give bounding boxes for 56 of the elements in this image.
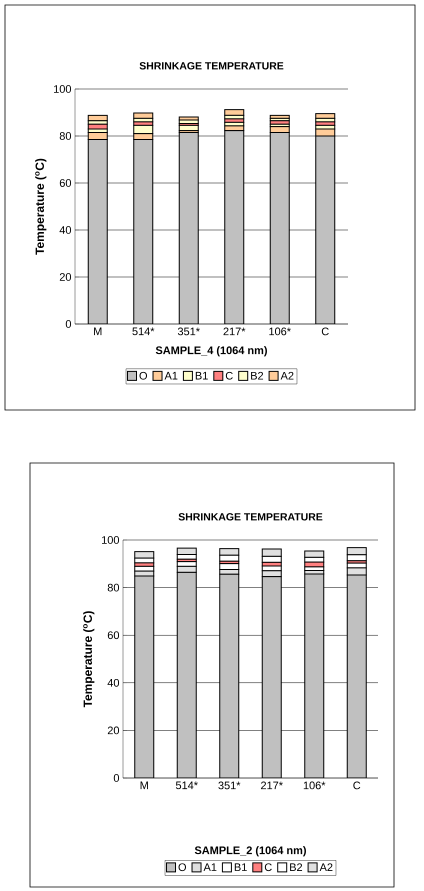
x-tick-label: 514*	[132, 328, 154, 336]
legend-label: C	[264, 863, 272, 872]
legend-label: A1	[164, 372, 178, 380]
x-tick-label: M	[94, 328, 102, 336]
bar	[219, 574, 240, 778]
bar	[88, 139, 108, 324]
x-tick-label: 106*	[269, 328, 291, 336]
legend-label: B2	[290, 863, 302, 871]
x-tick-label: 217*	[224, 328, 246, 336]
x-tick-label: C	[353, 782, 360, 790]
chart-title: SHRINKAGE TEMPERATURE	[178, 513, 322, 521]
y-tick-label: 20	[108, 726, 120, 734]
bar	[134, 551, 154, 559]
bar	[133, 139, 154, 324]
bar	[304, 574, 324, 778]
x-tick-label: 351*	[178, 328, 200, 336]
y-tick-label: 100	[102, 536, 120, 544]
y-tick-label: 80	[60, 132, 72, 140]
x-tick-label: C	[322, 328, 329, 336]
y-tick-label: 0	[66, 320, 72, 328]
x-axis-title: SAMPLE_4 (1064 nm)	[156, 346, 267, 356]
y-axis-title: Temperature ($^{o}$C)	[35, 158, 46, 255]
bar	[262, 576, 282, 778]
x-axis-title: SAMPLE_2 (1064 nm)	[194, 846, 306, 856]
chart-title: SHRINKAGE TEMPERATURE	[140, 62, 284, 70]
legend-label: A1	[204, 863, 216, 871]
legend-label: A2	[280, 372, 294, 380]
legend-label: A2	[320, 863, 332, 871]
y-axis-title: Temperature ($^{o}$C)	[83, 611, 94, 708]
x-tick-label: 106*	[304, 782, 326, 790]
x-tick-label: 217*	[261, 782, 283, 790]
x-tick-label: M	[140, 782, 148, 790]
y-tick-label: 80	[108, 584, 120, 592]
x-tick-label: 514*	[176, 782, 198, 790]
legend-label: O	[178, 863, 186, 872]
bar	[224, 130, 244, 324]
y-tick-label: 0	[114, 774, 120, 782]
y-tick-label: 40	[108, 678, 120, 687]
y-tick-label: 40	[60, 226, 72, 234]
bar	[178, 132, 199, 324]
y-tick-label: 100	[54, 85, 72, 93]
legend-label: B1	[234, 863, 247, 871]
bar	[134, 575, 154, 778]
bar	[346, 574, 367, 778]
legend-label: O	[140, 372, 148, 380]
bar	[315, 136, 336, 324]
y-tick-label: 20	[60, 273, 72, 281]
legend-label: B2	[251, 372, 264, 380]
y-tick-label: 60	[108, 631, 120, 640]
legend-label: B1	[196, 372, 208, 380]
bar	[224, 109, 244, 116]
bar	[176, 572, 197, 778]
x-tick-label: 351*	[218, 782, 240, 790]
y-tick-label: 60	[60, 179, 72, 187]
legend-label: C	[226, 372, 233, 380]
bar	[270, 132, 290, 324]
